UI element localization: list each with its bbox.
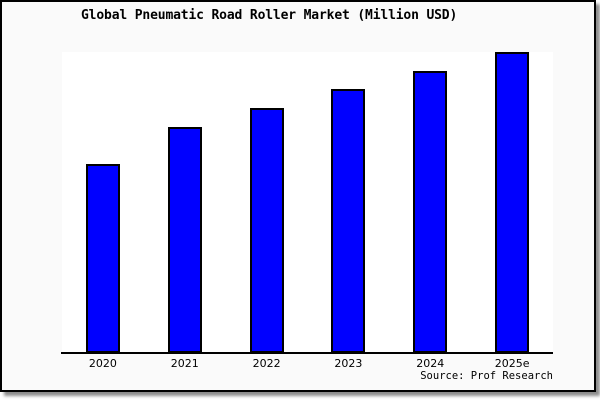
bar-2024 [413,71,448,353]
x-tick-label: 2021 [170,357,199,370]
bar-2020 [85,164,120,353]
bar-2021 [167,127,202,353]
bar-2023 [331,89,366,353]
plot-area [62,52,553,353]
x-tick-label: 2023 [334,357,363,370]
x-tick-label: 2024 [416,357,445,370]
x-tick-label: 2022 [252,357,281,370]
chart-title: Global Pneumatic Road Roller Market (Mil… [81,8,458,23]
x-tick-label: 2020 [88,357,117,370]
x-tick-label: 2025e [494,357,530,370]
chart-card: Global Pneumatic Road Roller Market (Mil… [0,0,596,392]
bar-2022 [249,108,284,353]
source-credit: Source: Prof Research [420,370,553,382]
bar-2025e [495,52,530,353]
x-axis-line [61,352,553,354]
